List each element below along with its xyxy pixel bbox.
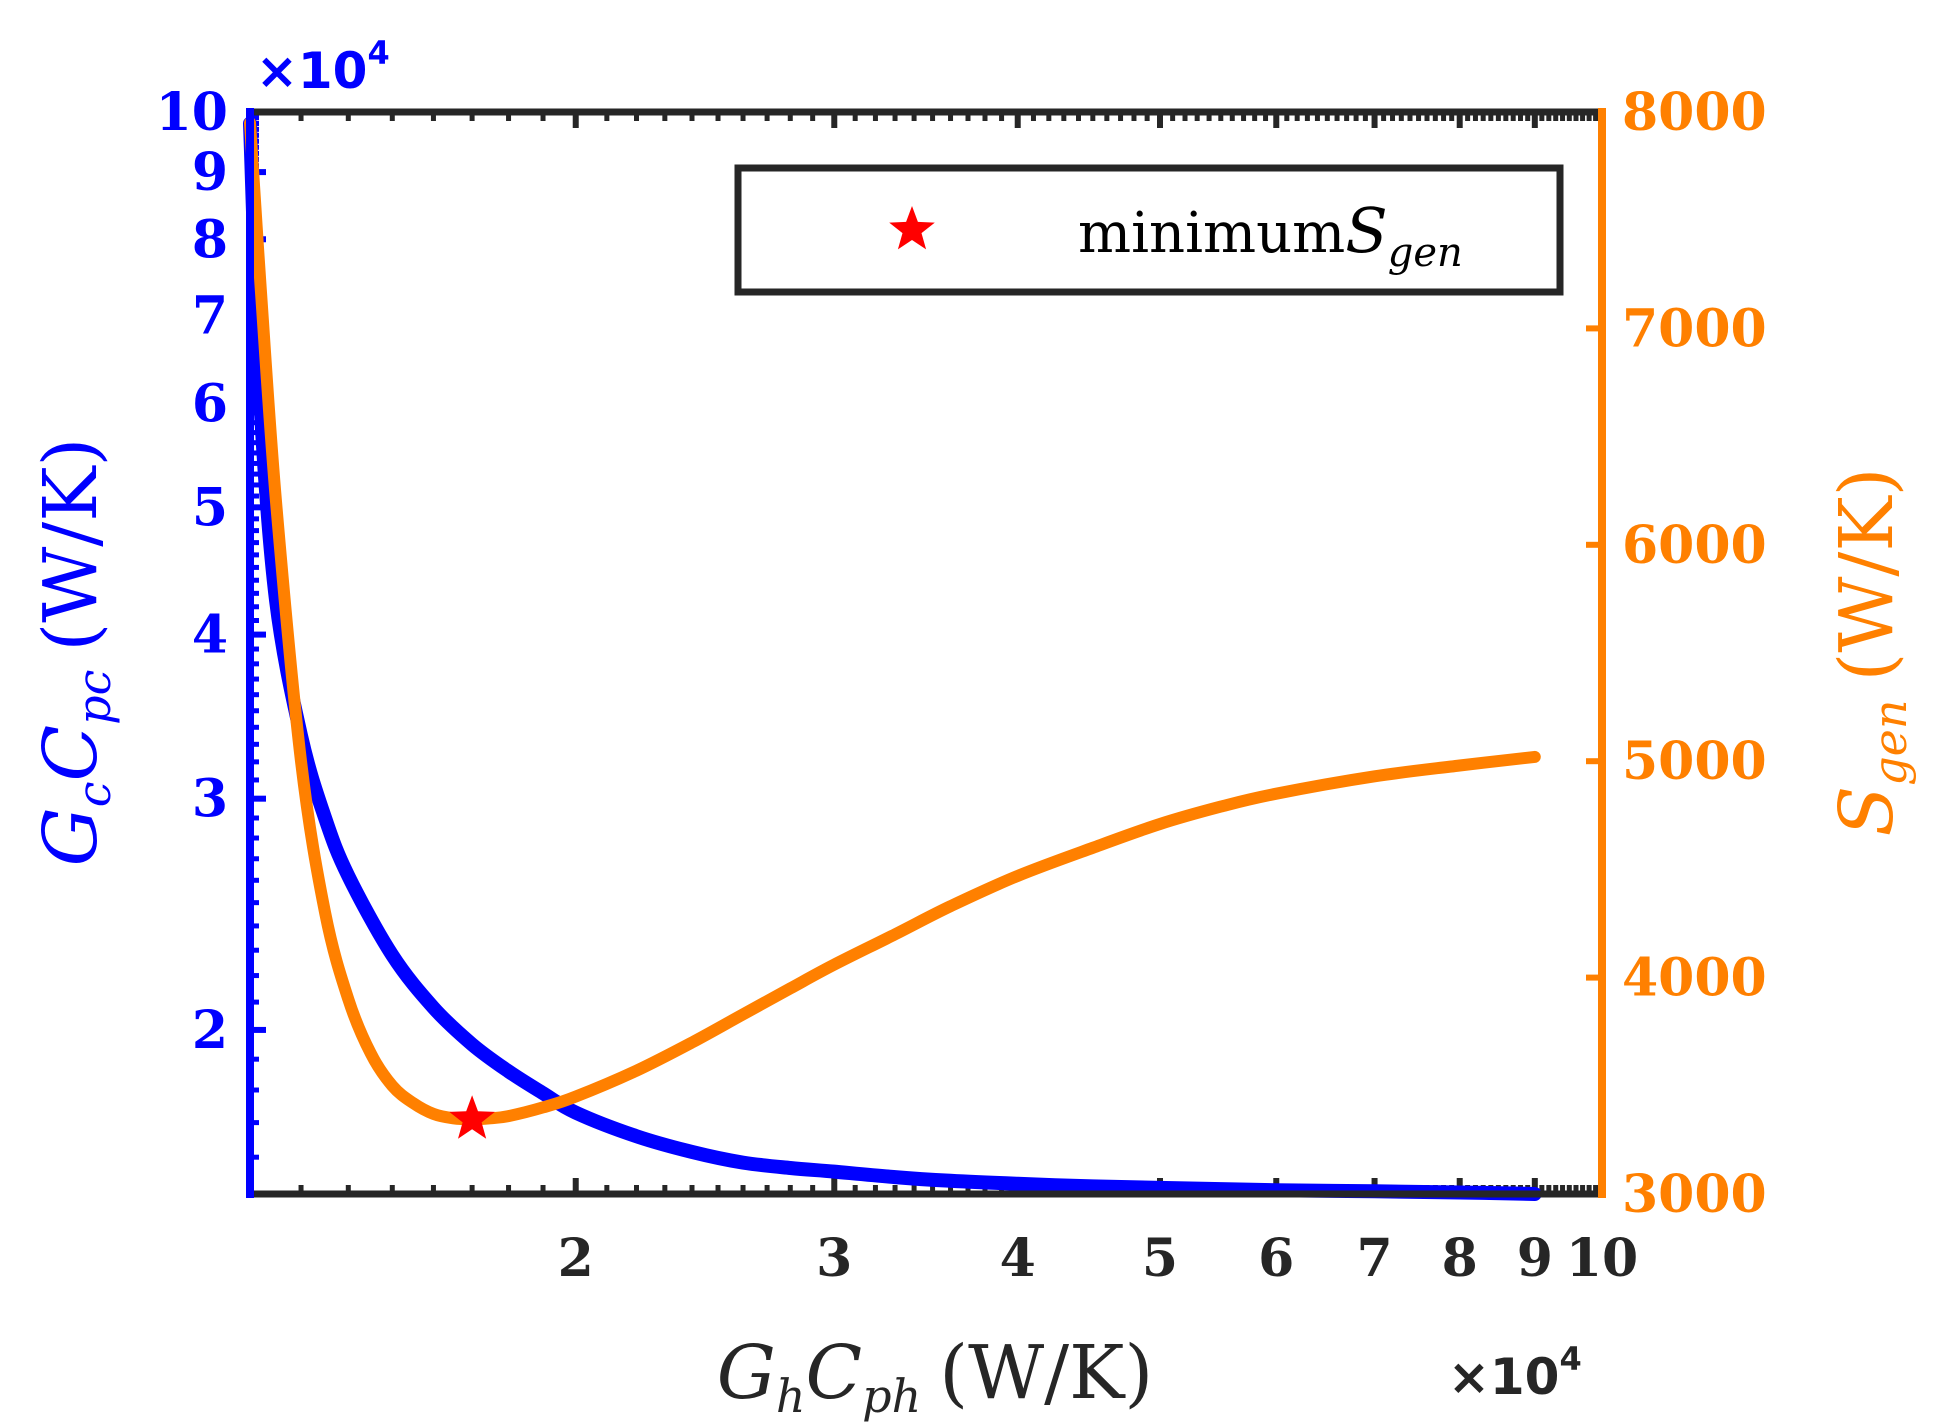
y-right-tick-labels: 3000 4000 5000 6000 7000 8000 [1622, 82, 1767, 1225]
y-right-tick-label: 5000 [1622, 731, 1767, 792]
x-tick-labels: 2 3 4 5 6 7 8 9 10 [558, 1228, 1639, 1289]
x-tick-label: 7 [1356, 1228, 1392, 1289]
x-tick-label: 5 [1142, 1228, 1178, 1289]
legend: minimumSgen [734, 164, 1564, 296]
y-right-tick-label: 3000 [1622, 1164, 1767, 1225]
y-left-tick-label: 2 [192, 1000, 228, 1061]
x-tick-label: 2 [558, 1228, 594, 1289]
y-left-exponent-label: ×104 [256, 34, 390, 100]
y-left-tick-label: 7 [192, 285, 228, 346]
y-left-tick-label: 5 [192, 477, 228, 538]
x-tick-label: 6 [1258, 1228, 1294, 1289]
y-left-tick-label: 6 [192, 373, 228, 434]
legend-star-icon [889, 206, 935, 250]
x-tick-label: 8 [1442, 1228, 1478, 1289]
x-axis-title: GhCph (W/K) [717, 1330, 1153, 1423]
legend-entry-label: minimumSgen [1078, 194, 1463, 276]
legend-box [734, 164, 1564, 296]
series-layer [243, 116, 1542, 1201]
y-left-tick-label: 9 [192, 142, 228, 203]
y-right-axis-title: Sgen(W/K) [1824, 467, 1917, 836]
y-right-tick-label: 4000 [1622, 948, 1767, 1009]
x-tick-label: 10 [1566, 1228, 1638, 1289]
y-left-axis-title: GcCpc(W/K) [28, 438, 121, 867]
x-tick-label: 4 [1000, 1228, 1036, 1289]
series-sgen-line [244, 116, 1541, 1126]
y-right-tick-label: 6000 [1622, 515, 1767, 576]
y-right-tick-label: 7000 [1622, 298, 1767, 359]
y-left-tick-label: 8 [192, 209, 228, 270]
y-left-tick-label: 10 [156, 82, 228, 143]
x-tick-label: 9 [1517, 1228, 1553, 1289]
x-exponent-label: ×104 [1448, 1340, 1582, 1406]
y-left-tick-label: 3 [192, 769, 228, 830]
x-tick-label: 3 [816, 1228, 852, 1289]
minimum-sgen-marker [449, 1095, 495, 1139]
y-right-tick-label: 8000 [1622, 82, 1767, 143]
y-left-tick-label: 4 [192, 605, 228, 666]
